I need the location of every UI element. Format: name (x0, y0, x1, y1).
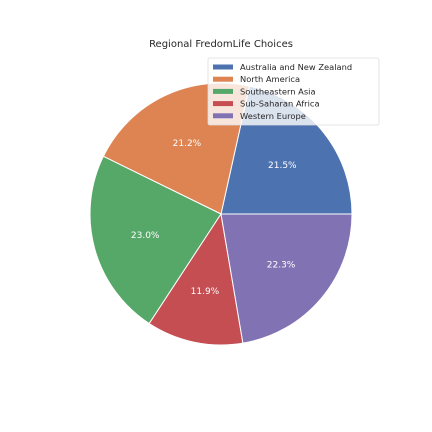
pie-slice-western-europe (220, 213, 353, 344)
legend-label-sub-saharan-africa: Sub-Saharan Africa (240, 99, 320, 109)
legend-swatch-southeastern-asia (213, 88, 233, 94)
legend: Australia and New Zealand North America So… (207, 57, 380, 126)
pie-slice-sub-saharan-africa (148, 212, 244, 346)
pie-slice-southeastern-asia (89, 155, 222, 325)
legend-swatch-western-europe (213, 113, 233, 119)
slice-label-southeastern-asia: 23.0% (131, 231, 160, 241)
legend-label-north-america: North America (240, 74, 300, 84)
chart-title: Regional FredomLife Choices (149, 39, 293, 50)
legend-box (207, 57, 380, 126)
legend-label-southeastern-asia: Southeastern Asia (240, 86, 316, 96)
slice-label-north-america: 21.2% (173, 139, 202, 149)
legend-label-western-europe: Western Europe (240, 111, 306, 121)
slice-label-australia-and-new-zealand: 21.5% (268, 161, 297, 171)
slice-label-western-europe: 22.3% (267, 261, 296, 271)
legend-swatch-australia-and-new-zealand (213, 64, 233, 70)
legend-label-australia-and-new-zealand: Australia and New Zealand (240, 62, 352, 72)
slice-label-sub-saharan-africa: 11.9% (191, 287, 220, 297)
pie-slice-labels: 21.5% 21.2% 23.0% 11.9% 22.3% (131, 139, 297, 297)
legend-swatch-north-america (213, 76, 233, 82)
legend-swatch-sub-saharan-africa (213, 101, 233, 107)
